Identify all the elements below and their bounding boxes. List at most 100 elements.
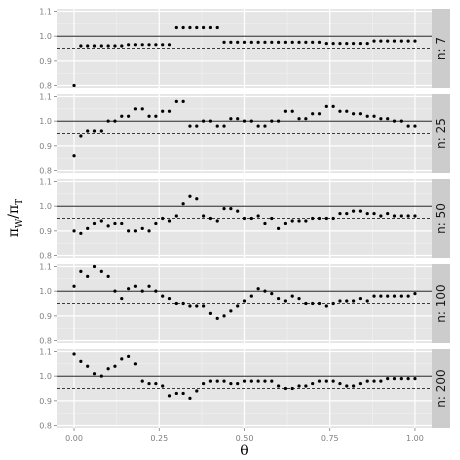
data-point [147, 284, 151, 288]
data-point [290, 40, 294, 44]
y-tick-label: 0.8 [39, 422, 52, 431]
y-axis-title-part: π [6, 205, 22, 214]
facet-strip [432, 349, 450, 428]
y-axis-title-part: T [15, 199, 25, 205]
data-point [99, 219, 103, 223]
data-point [242, 379, 247, 383]
data-point [317, 301, 322, 306]
data-point [270, 216, 274, 221]
y-tick-label: 1.1 [39, 347, 52, 356]
y-tick-label: 0.9 [39, 142, 52, 151]
data-point [236, 117, 240, 121]
data-point [392, 39, 397, 43]
x-tick-label: 0.50 [236, 434, 254, 443]
data-point [406, 294, 410, 298]
data-point [86, 226, 90, 230]
data-point [276, 40, 281, 44]
data-point [215, 379, 219, 383]
data-point [379, 294, 383, 298]
data-point [345, 41, 349, 46]
data-point [351, 112, 356, 116]
y-tick-label: 1.0 [39, 287, 52, 296]
data-point [399, 377, 403, 381]
data-point [133, 43, 138, 47]
data-point [120, 114, 124, 118]
data-point [188, 304, 192, 308]
data-point [147, 381, 151, 386]
data-point [351, 209, 356, 213]
data-point [188, 194, 192, 198]
data-point [256, 214, 260, 218]
data-point [167, 296, 172, 301]
data-point [304, 40, 308, 44]
data-point [372, 211, 376, 216]
x-tick-label: 0.25 [150, 434, 168, 443]
data-point [147, 114, 151, 118]
data-point [324, 41, 328, 46]
data-point [208, 311, 213, 315]
data-point [290, 219, 294, 223]
data-point [276, 226, 281, 230]
data-point [331, 104, 335, 108]
data-point [99, 374, 103, 378]
data-point [215, 316, 219, 320]
data-point [147, 43, 151, 47]
data-point [406, 214, 410, 218]
data-point [140, 107, 144, 111]
data-point [283, 109, 288, 113]
data-point [181, 99, 185, 104]
data-point [99, 129, 103, 133]
data-point [297, 40, 301, 44]
facet-strip-label: n: 200 [434, 369, 448, 407]
y-tick-label: 0.8 [39, 82, 52, 91]
data-point [181, 301, 185, 306]
data-point [249, 119, 253, 123]
data-point [392, 294, 397, 298]
data-point [126, 354, 131, 359]
y-tick-label: 0.9 [39, 397, 52, 406]
data-point [140, 289, 144, 293]
data-point [358, 381, 363, 386]
data-point [161, 43, 165, 47]
data-point [72, 284, 76, 288]
data-point [174, 214, 178, 218]
data-point [195, 25, 199, 30]
data-point [154, 114, 158, 118]
y-tick-label: 1.1 [39, 262, 52, 271]
data-point [79, 359, 83, 363]
data-point [324, 304, 328, 308]
data-point [201, 304, 206, 308]
data-point [236, 381, 240, 386]
data-point [126, 43, 131, 47]
data-point [338, 299, 342, 303]
data-point [317, 40, 322, 44]
data-point [242, 299, 247, 303]
y-axis-title: πW/πT [6, 199, 25, 237]
data-point [195, 197, 199, 201]
data-point [276, 296, 281, 301]
data-point [311, 301, 315, 306]
data-point [72, 229, 76, 233]
data-point [365, 211, 369, 216]
data-point [229, 207, 233, 211]
y-axis-title-part: W [15, 218, 25, 228]
data-point [208, 379, 213, 383]
x-tick-label: 0.00 [65, 434, 83, 443]
y-tick-label: 1.0 [39, 32, 52, 41]
facet-strip-label: n: 100 [434, 284, 448, 322]
data-point [249, 294, 253, 298]
data-point [276, 119, 281, 123]
y-tick-label: 0.8 [39, 252, 52, 261]
data-point [290, 294, 294, 298]
y-tick-label: 0.9 [39, 57, 52, 66]
data-point [236, 209, 240, 213]
facet-strip-label: n: 25 [434, 118, 448, 149]
data-point [399, 119, 403, 123]
data-point [242, 40, 247, 44]
data-point [106, 274, 110, 278]
data-point [399, 294, 403, 298]
data-point [126, 287, 131, 291]
data-point [167, 394, 172, 398]
data-point [133, 284, 138, 288]
data-point [270, 40, 274, 44]
